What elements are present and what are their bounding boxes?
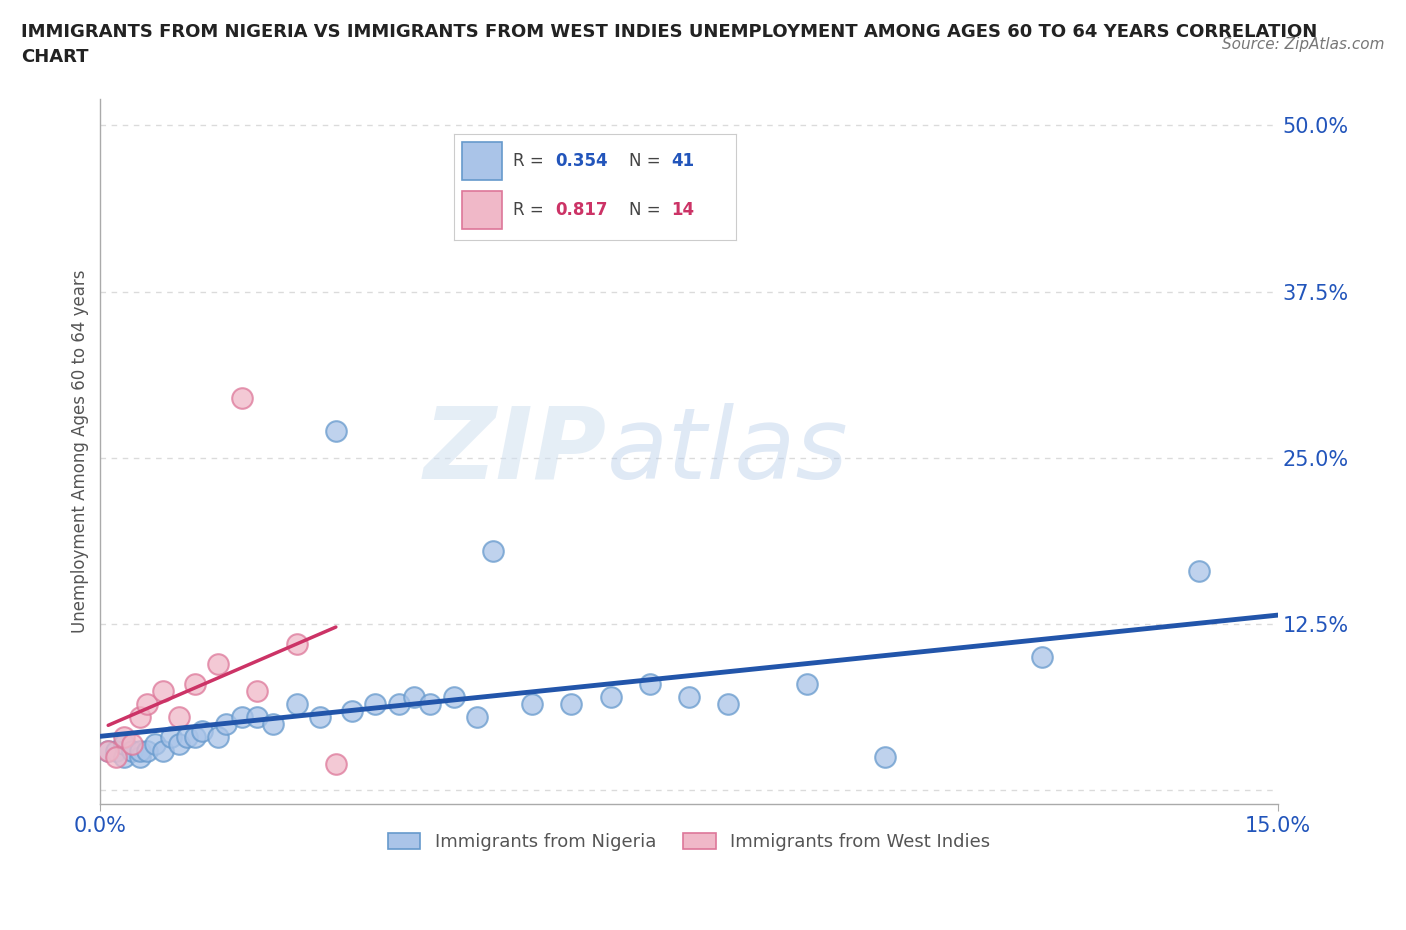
Point [128,710,150,724]
Point [215,716,238,731]
Point [231,710,253,724]
Point [128,743,150,758]
Point [207,730,229,745]
Point [112,737,135,751]
Point [121,737,143,751]
Point [364,697,387,711]
Point [246,684,269,698]
Text: Source: ZipAtlas.com: Source: ZipAtlas.com [1222,37,1385,52]
Point [717,697,740,711]
Text: ZIP: ZIP [423,403,606,499]
Point [404,690,426,705]
Point [465,710,488,724]
Point [97,743,120,758]
Point [105,750,128,764]
Point [97,743,120,758]
Point [1031,650,1053,665]
Point [207,657,229,671]
Point [340,703,363,718]
Point [112,730,135,745]
Point [285,697,308,711]
Point [388,697,411,711]
Point [419,697,441,711]
Point [1188,564,1211,578]
Point [638,677,661,692]
Text: atlas: atlas [606,403,848,499]
Point [285,637,308,652]
Point [160,730,183,745]
Point [152,684,174,698]
Point [262,716,284,731]
Point [136,743,159,758]
Point [121,743,143,758]
Point [167,737,190,751]
Point [875,750,897,764]
Point [143,737,166,751]
Point [176,730,198,745]
Point [796,677,818,692]
Point [325,424,347,439]
Point [246,710,269,724]
Point [136,697,159,711]
Text: IMMIGRANTS FROM NIGERIA VS IMMIGRANTS FROM WEST INDIES UNEMPLOYMENT AMONG AGES 6: IMMIGRANTS FROM NIGERIA VS IMMIGRANTS FR… [21,23,1317,66]
Point [105,743,128,758]
Y-axis label: Unemployment Among Ages 60 to 64 years: Unemployment Among Ages 60 to 64 years [72,270,89,633]
Point [325,756,347,771]
Point [183,730,205,745]
Point [482,543,505,558]
Point [678,690,700,705]
Point [231,391,253,405]
Point [167,710,190,724]
Point [191,724,214,738]
Point [443,690,465,705]
Point [183,677,205,692]
Point [112,750,135,764]
Legend: Immigrants from Nigeria, Immigrants from West Indies: Immigrants from Nigeria, Immigrants from… [381,826,997,858]
Point [309,710,332,724]
Point [128,750,150,764]
Point [152,743,174,758]
Point [599,690,621,705]
Point [560,697,582,711]
Point [520,697,543,711]
